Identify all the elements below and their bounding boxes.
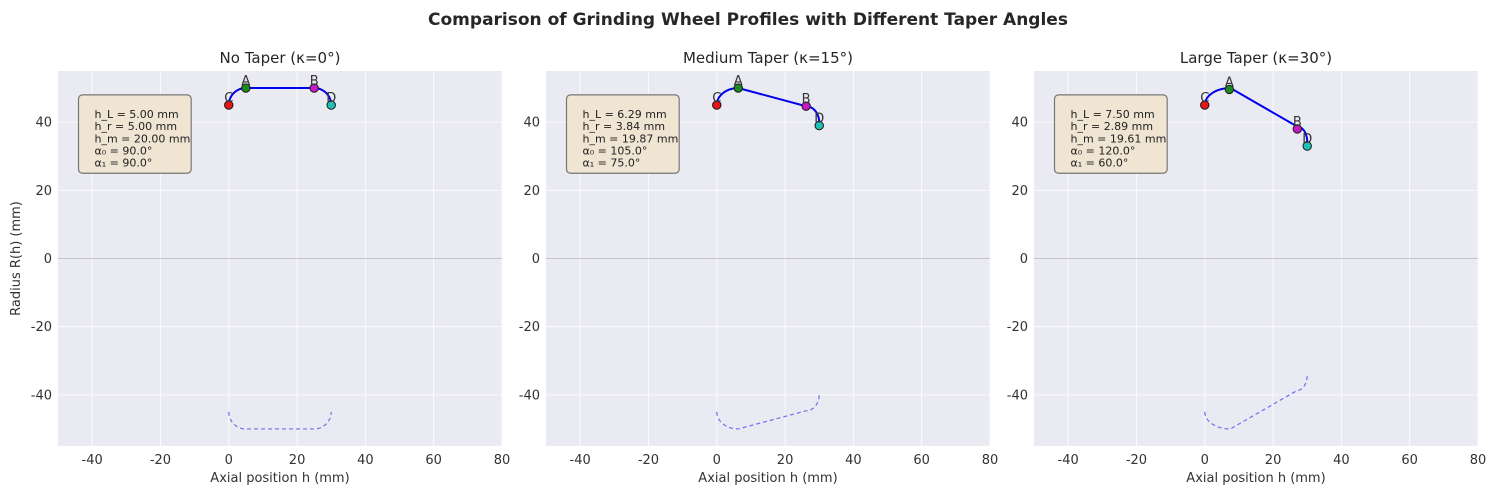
x-tick-label: -40 bbox=[82, 453, 103, 468]
mirror-profile-line bbox=[1204, 375, 1308, 430]
x-axis-label: Axial position h (mm) bbox=[210, 471, 349, 486]
chart-panel-1: No Taper (κ=0°) -40 -20 0 20 40 60 80 -40 -20 0 20 4… bbox=[9, 49, 510, 486]
chart-panel-2: Medium Taper (κ=15°) -40 -20 0 20 40 60 80 -40 -2… bbox=[519, 49, 999, 486]
parameter-line: α₀ = 120.0° bbox=[1070, 144, 1135, 157]
y-tick-label: 40 bbox=[1011, 116, 1028, 131]
parameter-line: h_m = 19.61 mm bbox=[1070, 132, 1166, 145]
parameter-line: h_r = 2.89 mm bbox=[1070, 120, 1153, 133]
y-tick-label: -20 bbox=[1007, 320, 1028, 335]
point-b bbox=[801, 101, 811, 111]
parameter-line: h_r = 3.84 mm bbox=[582, 120, 665, 133]
point-label-c: C bbox=[712, 91, 721, 106]
point-d bbox=[814, 120, 824, 131]
parameter-box bbox=[77, 94, 192, 174]
parameter-line: α₁ = 60.0° bbox=[1070, 157, 1128, 170]
point-label-c: C bbox=[224, 91, 233, 106]
point-label-b: B bbox=[310, 74, 319, 89]
y-tick-label: -20 bbox=[31, 320, 52, 335]
point-label-d: D bbox=[326, 91, 336, 106]
x-tick-label: 60 bbox=[425, 453, 442, 468]
parameter-line: h_L = 5.00 mm bbox=[94, 108, 178, 121]
figure-title: Comparison of Grinding Wheel Profiles wi… bbox=[428, 10, 1068, 30]
panel-title: Medium Taper (κ=15°) bbox=[683, 49, 853, 67]
panel-title: No Taper (κ=0°) bbox=[220, 49, 341, 67]
y-tick-label: 0 bbox=[532, 252, 540, 267]
y-tick-label: 20 bbox=[35, 184, 52, 199]
point-a bbox=[1224, 84, 1235, 95]
x-tick-label: -20 bbox=[638, 453, 659, 468]
parameter-line: h_r = 5.00 mm bbox=[94, 120, 177, 133]
point-label-a: A bbox=[1225, 75, 1234, 90]
panels-container: No Taper (κ=0°) -40 -20 0 20 40 60 80 -40 -20 0 20 4… bbox=[9, 49, 1486, 486]
x-tick-label: 20 bbox=[1265, 453, 1282, 468]
parameter-box bbox=[565, 94, 680, 174]
point-d bbox=[1302, 141, 1312, 151]
x-tick-label: 40 bbox=[1333, 453, 1350, 468]
parameter-line: h_m = 19.87 mm bbox=[582, 132, 678, 145]
point-c bbox=[1200, 100, 1210, 110]
x-tick-label: 0 bbox=[225, 453, 233, 468]
y-tick-label: -20 bbox=[519, 320, 540, 335]
x-tick-label: 20 bbox=[289, 453, 306, 468]
y-tick-label: -40 bbox=[31, 388, 52, 403]
y-tick-label: 20 bbox=[523, 184, 540, 199]
mirror-profile-line bbox=[716, 394, 820, 430]
y-axis-label: Radius R(h) (mm) bbox=[9, 201, 24, 316]
parameter-line: h_L = 7.50 mm bbox=[1070, 108, 1154, 121]
point-a bbox=[241, 83, 251, 93]
parameter-line: h_L = 6.29 mm bbox=[582, 108, 666, 121]
x-tick-label: 60 bbox=[913, 453, 930, 468]
mirror-profile-line bbox=[228, 411, 332, 430]
x-tick-label: -40 bbox=[570, 453, 591, 468]
point-c bbox=[712, 100, 722, 110]
x-tick-label: -40 bbox=[1058, 453, 1079, 468]
wheel-profile-line bbox=[227, 87, 333, 106]
x-axis-label: Axial position h (mm) bbox=[1186, 471, 1325, 486]
x-tick-label: 80 bbox=[982, 453, 999, 468]
x-tick-label: 80 bbox=[1470, 453, 1487, 468]
x-tick-label: 40 bbox=[845, 453, 862, 468]
x-tick-label: 0 bbox=[1201, 453, 1209, 468]
y-tick-label: 0 bbox=[1020, 252, 1028, 267]
point-label-d: D bbox=[1302, 132, 1312, 147]
point-d bbox=[326, 100, 336, 110]
y-tick-label: -40 bbox=[1007, 388, 1028, 403]
parameter-line: α₀ = 105.0° bbox=[582, 144, 647, 157]
parameter-line: h_m = 20.00 mm bbox=[94, 132, 190, 145]
x-tick-label: 40 bbox=[357, 453, 374, 468]
y-tick-label: -40 bbox=[519, 388, 540, 403]
y-tick-label: 0 bbox=[44, 252, 52, 267]
point-label-b: B bbox=[1293, 115, 1302, 130]
y-tick-label: 40 bbox=[35, 116, 52, 131]
x-tick-label: -20 bbox=[1126, 453, 1147, 468]
parameter-line: α₀ = 90.0° bbox=[94, 144, 152, 157]
x-tick-label: 0 bbox=[713, 453, 721, 468]
panel-title: Large Taper (κ=30°) bbox=[1180, 49, 1332, 67]
y-tick-label: 40 bbox=[523, 116, 540, 131]
parameter-box bbox=[1053, 94, 1168, 174]
x-tick-label: 80 bbox=[494, 453, 511, 468]
point-a bbox=[733, 83, 743, 93]
x-tick-label: 60 bbox=[1401, 453, 1418, 468]
x-axis-label: Axial position h (mm) bbox=[698, 471, 837, 486]
point-b bbox=[309, 83, 319, 93]
point-label-a: A bbox=[241, 74, 250, 89]
x-tick-label: 20 bbox=[777, 453, 794, 468]
parameter-line: α₁ = 75.0° bbox=[582, 157, 640, 170]
y-tick-label: 20 bbox=[1011, 184, 1028, 199]
point-label-d: D bbox=[814, 112, 824, 127]
parameter-line: α₁ = 90.0° bbox=[94, 157, 152, 170]
point-label-a: A bbox=[734, 74, 743, 89]
point-label-b: B bbox=[802, 92, 811, 107]
x-tick-label: -20 bbox=[150, 453, 171, 468]
point-label-c: C bbox=[1200, 91, 1209, 106]
wheel-profile-line bbox=[715, 87, 821, 123]
chart-panel-3: Large Taper (κ=30°) -40 -20 0 20 40 60 80 -40 -20… bbox=[1007, 49, 1487, 486]
point-b bbox=[1292, 124, 1303, 134]
point-c bbox=[224, 100, 234, 110]
wheel-profile-line bbox=[1203, 87, 1309, 142]
